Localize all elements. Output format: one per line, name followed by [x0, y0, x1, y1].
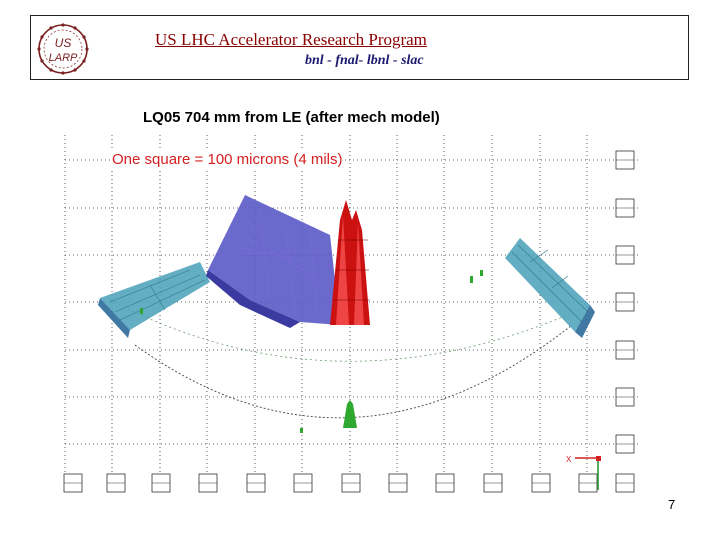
outer-reference-arc: [109, 299, 591, 362]
program-title: US LHC Accelerator Research Program: [155, 30, 427, 49]
red-peak: [330, 200, 370, 325]
lab-list-subtitle: bnl - fnal- lbnl - slac: [305, 53, 424, 68]
right-cyan-surface: [505, 238, 595, 338]
header-frame: [30, 15, 689, 80]
green-peak-marks: [140, 270, 483, 433]
left-cyan-surface: [98, 262, 210, 338]
blue-surface: [206, 195, 340, 328]
logo-text-top: US: [55, 36, 72, 50]
scale-caption: One square = 100 microns (4 mils): [110, 151, 345, 168]
axis-x-label: X: [566, 455, 572, 464]
inner-reference-arc: [134, 324, 573, 419]
logo-text-bottom: LARP: [49, 52, 78, 64]
slide-title: LQ05 704 mm from LE (after mech model): [143, 109, 440, 126]
page-number: 7: [668, 497, 676, 512]
us-larp-logo: US LARP: [37, 23, 89, 75]
axis-indicator: X: [566, 455, 601, 490]
